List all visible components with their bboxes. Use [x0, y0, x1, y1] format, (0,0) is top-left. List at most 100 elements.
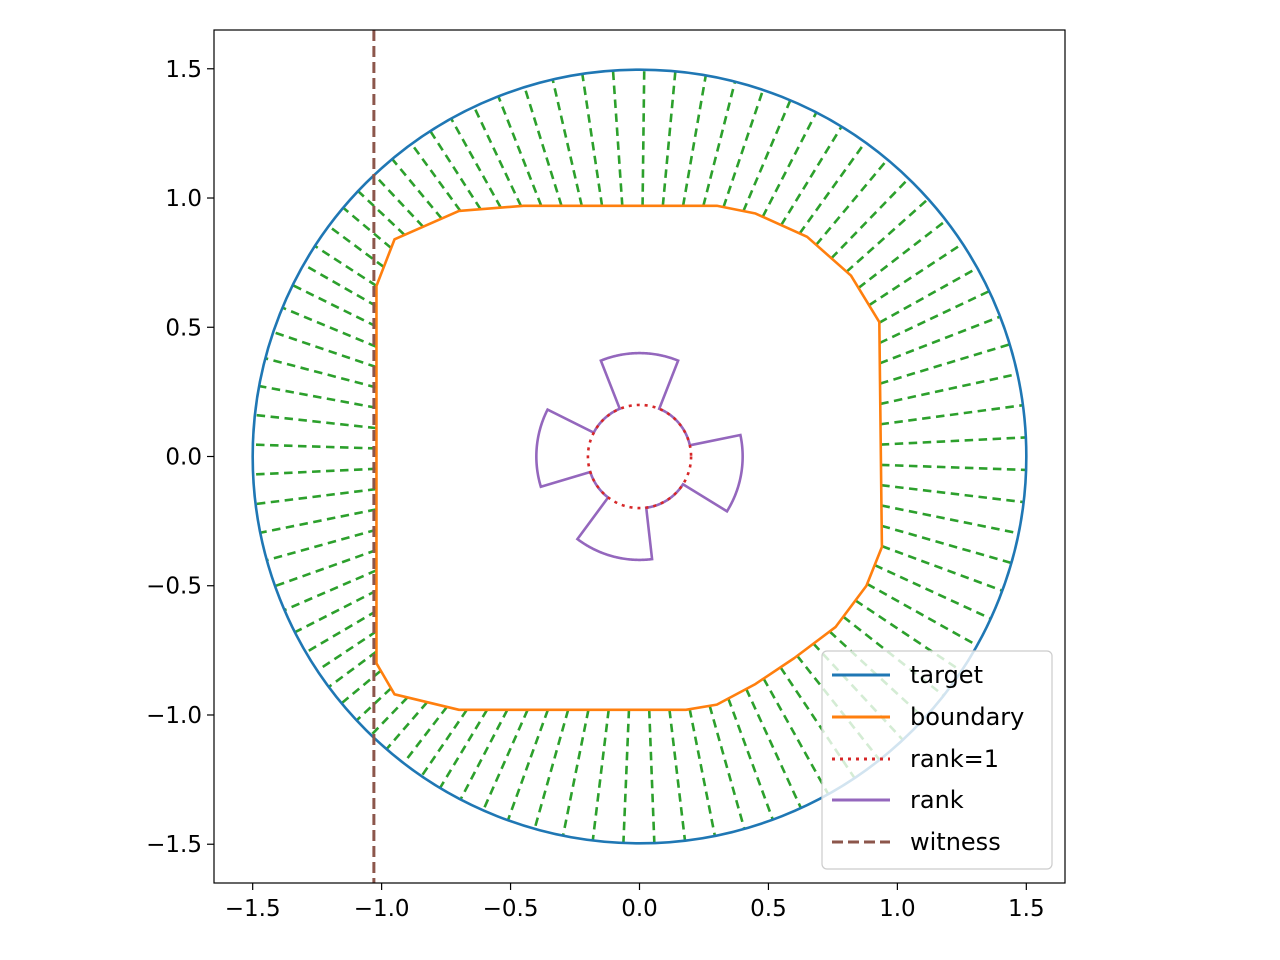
plot-frame [213, 29, 1066, 884]
connector-line [761, 111, 818, 218]
connector-line [580, 72, 604, 206]
connector-line [259, 508, 377, 535]
connector-line [402, 706, 448, 765]
connector-line [255, 487, 377, 506]
connector-line [708, 705, 746, 831]
connector-line [342, 206, 392, 250]
connector-line [254, 413, 377, 430]
connector-line [327, 224, 385, 269]
connector-line [481, 709, 529, 812]
connector-line [798, 141, 867, 235]
connector-line [266, 528, 377, 562]
x-tick-label: −1.0 [354, 896, 410, 922]
connector-line [880, 403, 1024, 426]
plot-curves [251, 30, 1028, 883]
connector-line [874, 563, 992, 620]
connector-line [373, 173, 425, 228]
connector-line [611, 69, 624, 206]
connector-line [274, 548, 377, 588]
legend: target boundary rank=1 rank witness [821, 650, 1053, 870]
connector-line [815, 158, 889, 246]
connector-line [668, 709, 687, 842]
connector-line [591, 709, 610, 842]
connector-line [762, 677, 830, 796]
series-boundary-curve [375, 204, 884, 712]
connector-line [272, 330, 377, 369]
connector-line [449, 117, 502, 209]
connector-line [533, 709, 570, 830]
connector-line [880, 436, 1026, 446]
y-tick-label: 1.5 [165, 57, 202, 83]
y-tick-label: −1.0 [146, 703, 202, 729]
connector-line [438, 709, 489, 790]
x-tick-label: −1.5 [225, 896, 281, 922]
connector-line [881, 504, 1019, 535]
connector-line [779, 666, 856, 780]
connector-line [281, 306, 377, 349]
connector-line [551, 78, 584, 207]
connector-line [385, 701, 429, 751]
connector-line [291, 283, 378, 328]
connector-line [688, 708, 717, 838]
connector-line [868, 242, 964, 307]
connector-line [294, 589, 378, 634]
x-tick-label: −0.5 [483, 896, 539, 922]
legend-label-rank: rank [910, 786, 964, 814]
y-tick-label: −0.5 [146, 574, 202, 600]
connector-line [796, 655, 881, 762]
axis-ticks: −1.5 −1.0 −0.5 0.0 0.5 1.0 1.5 −1.5 −1.0 −0.5 0.0 0… [146, 57, 1044, 922]
legend-label-witness: witness [910, 828, 1001, 856]
connector-line [830, 177, 910, 260]
connector-line [881, 544, 1003, 592]
connector-line [355, 687, 392, 722]
x-tick-label: 0.5 [750, 896, 787, 922]
connector-line [727, 698, 775, 821]
connector-line [622, 709, 631, 844]
series-rank-curve [535, 351, 744, 562]
connector-line [857, 219, 948, 289]
connector-line [369, 696, 409, 737]
x-tick-label: 1.0 [879, 896, 916, 922]
connector-line [845, 197, 930, 273]
connector-line [316, 630, 378, 672]
legend-box [821, 650, 1053, 870]
legend-label-rank-1: rank=1 [910, 745, 999, 773]
legend-label-target: target [910, 661, 983, 689]
connector-line [327, 650, 378, 689]
connector-line [314, 244, 378, 287]
connector-line [340, 669, 382, 705]
connector-line [561, 709, 590, 837]
connector-line [258, 384, 377, 410]
series-target-curve [251, 68, 1028, 845]
connector-line [881, 483, 1024, 504]
connector-line [641, 68, 646, 206]
y-tick-label: 1.0 [165, 186, 202, 212]
connector-line [742, 99, 792, 212]
connector-line [523, 85, 563, 207]
connector-line [506, 709, 550, 822]
connector-line [879, 289, 990, 345]
series-rank-1-curve [586, 403, 693, 510]
connector-line [428, 129, 482, 210]
connector-line [252, 443, 377, 450]
connector-line [879, 372, 1018, 406]
connector-line [878, 266, 979, 324]
connector-line [283, 569, 377, 612]
connector-line [722, 88, 765, 208]
y-tick-label: 0.0 [165, 445, 202, 471]
connector-line [681, 74, 708, 206]
connector-line [459, 709, 509, 801]
connector-line [880, 463, 1027, 472]
connector-line [472, 105, 523, 207]
connector-line [356, 189, 406, 236]
y-tick-label: −1.5 [146, 832, 202, 858]
connector-line [302, 263, 378, 308]
connector-line [879, 343, 1011, 385]
connector-line [496, 95, 543, 207]
connector-line [702, 80, 737, 207]
connector-line [264, 357, 377, 389]
connector-line [647, 709, 656, 844]
connector-line [745, 688, 803, 810]
